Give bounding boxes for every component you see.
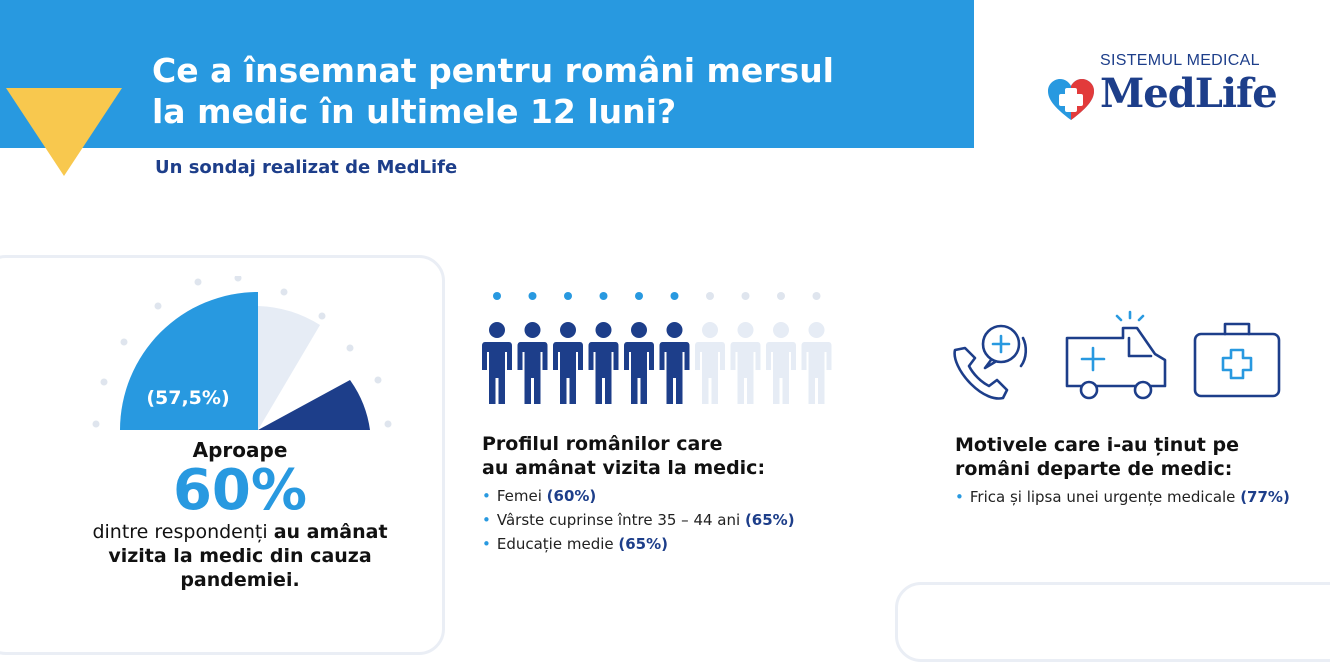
person-icon <box>695 292 725 404</box>
stat-text-block: Aproape 60% dintre respondenți au amânat… <box>90 438 390 592</box>
motive-block: Motivele care i-au ținut pe români depar… <box>955 433 1325 509</box>
logo-name: MedLife <box>1100 70 1278 117</box>
person-icon-highlighted <box>517 292 548 404</box>
list-item-pct: (65%) <box>618 535 669 553</box>
medical-icons <box>953 310 1281 400</box>
heart-cross-icon <box>1048 79 1094 120</box>
logo-tagline: SISTEMUL MEDICAL <box>1100 52 1260 69</box>
stat-description: dintre respondenți au amânat vizita la m… <box>90 520 390 592</box>
first-aid-kit-icon <box>1193 322 1281 398</box>
motive-heading: Motivele care i-au ținut pe români depar… <box>955 433 1325 481</box>
person-icon-highlighted <box>624 292 654 404</box>
list-item-text: Femei <box>496 487 547 505</box>
list-item: • Frica și lipsa unei urgențe medicale (7… <box>955 488 1290 506</box>
motive-list: • Frica și lipsa unei urgențe medicale (7… <box>955 485 1325 509</box>
medlife-logo: SISTEMUL MEDICAL MedLife <box>1040 48 1300 128</box>
person-icon-highlighted <box>659 292 690 404</box>
pie-slice-main <box>120 292 258 430</box>
person-icon <box>730 292 761 404</box>
person-icon <box>766 292 796 404</box>
list-item-text: Educație medie <box>496 535 619 553</box>
profile-list: • Femei (60%) • Vârste cuprinse între 35 –… <box>482 484 882 556</box>
list-item-pct: (65%) <box>744 511 795 529</box>
list-item: • Femei (60%) <box>482 487 597 505</box>
list-item-text: Frica și lipsa unei urgențe medicale <box>969 488 1241 506</box>
header-banner: Ce a însemnat pentru români mersul la me… <box>0 0 974 148</box>
bottom-card <box>895 582 1330 662</box>
stat-desc-bold: au amânat vizita la medic din cauza pand… <box>108 521 388 591</box>
pie-dots <box>92 276 392 428</box>
person-icon <box>801 292 832 404</box>
list-item-pct: (77%) <box>1240 488 1290 506</box>
profile-heading: Profilul românilor care au amânat vizita… <box>482 432 882 480</box>
yellow-triangle-decoration <box>6 88 122 176</box>
motive-heading-line1: Motivele care i-au ținut pe <box>955 434 1239 456</box>
list-item: • Educație medie (65%) <box>482 535 669 553</box>
people-pictogram <box>482 292 832 404</box>
pie-chart: (57,5%) <box>92 276 392 430</box>
page-title-line2: la medic în ultimele 12 luni? <box>152 92 677 131</box>
page-title: Ce a însemnat pentru români mersul la me… <box>152 50 952 132</box>
ambulance-icon <box>1065 310 1167 400</box>
profile-heading-line2: au amânat vizita la medic: <box>482 457 766 479</box>
person-icon-highlighted <box>482 292 512 404</box>
stat-big-number: 60% <box>172 458 308 523</box>
profile-heading-line1: Profilul românilor care <box>482 433 723 455</box>
pie-label: (57,5%) <box>146 387 229 409</box>
stat-aproape: Aproape <box>192 438 288 462</box>
pie-slice-light <box>258 306 320 430</box>
pie-slice-dark <box>258 380 370 430</box>
list-item-pct: (60%) <box>546 487 597 505</box>
profile-block: Profilul românilor care au amânat vizita… <box>482 432 882 556</box>
page-title-line1: Ce a însemnat pentru români mersul <box>152 51 834 90</box>
person-icon-highlighted <box>553 292 583 404</box>
list-item-text: Vârste cuprinse între 35 – 44 ani <box>496 511 745 529</box>
person-icon-highlighted <box>588 292 619 404</box>
phone-consult-icon <box>953 324 1028 400</box>
list-item: • Vârste cuprinse între 35 – 44 ani (65%) <box>482 511 795 529</box>
motive-heading-line2: români departe de medic: <box>955 458 1233 480</box>
page-subtitle: Un sondaj realizat de MedLife <box>155 157 458 178</box>
stat-desc-normal: dintre respondenți <box>92 521 274 543</box>
